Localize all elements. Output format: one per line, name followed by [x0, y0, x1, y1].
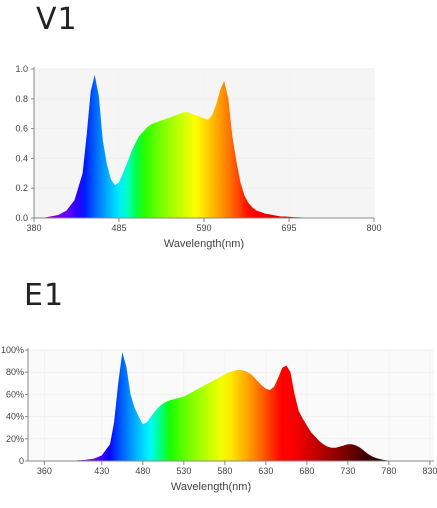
v1-x-tick-label: 695 — [281, 223, 296, 233]
e1-x-tick-label: 430 — [94, 466, 109, 476]
e1-x-tick-label: 830 — [422, 466, 437, 476]
e1-x-tick-label: 630 — [258, 466, 273, 476]
v1-x-axis-title: Wavelength(nm) — [164, 238, 244, 250]
v1-x-tick-label: 380 — [26, 223, 41, 233]
v1-y-tick-label: 0.2 — [15, 183, 28, 193]
v1-spectrum-chart: 0.0 0.2 0.4 0.6 0.8 1.0 380 485 590 695 800 Wavelen… — [15, 64, 381, 250]
e1-x-tick-label: 530 — [176, 466, 191, 476]
e1-y-tick-label: 40% — [6, 412, 24, 422]
e1-x-tick-label: 680 — [299, 466, 314, 476]
e1-x-tick-label: 730 — [340, 466, 355, 476]
v1-y-tick-label: 0.0 — [15, 213, 28, 223]
e1-y-tick-label: 0 — [19, 456, 24, 466]
v1-y-tick-label: 0.6 — [15, 124, 28, 134]
e1-y-tick-label: 80% — [6, 367, 24, 377]
e1-x-axis-title: Wavelength(nm) — [171, 481, 251, 493]
e1-y-tick-label: 100% — [1, 345, 24, 355]
e1-x-tick-label: 480 — [135, 466, 150, 476]
e1-spectrum-chart: 0 20% 40% 60% 80% 100% 360 430 480 530 580 630 680 73… — [1, 345, 437, 493]
v1-x-tick-label: 485 — [111, 223, 126, 233]
e1-y-tick-label: 20% — [6, 434, 24, 444]
v1-y-tick-label: 0.4 — [15, 153, 28, 163]
v1-y-tick-label: 0.8 — [15, 94, 28, 104]
e1-y-tick-label: 60% — [6, 389, 24, 399]
v1-x-tick-label: 800 — [366, 223, 381, 233]
e1-x-tick-label: 360 — [37, 466, 52, 476]
v1-chart-title: V1 — [36, 2, 78, 37]
e1-x-tick-label: 580 — [217, 466, 232, 476]
e1-chart-title: E1 — [24, 278, 65, 313]
v1-y-tick-label: 1.0 — [15, 64, 28, 74]
v1-chart-panel: V1 0.0 0.2 0.4 0.6 0.8 1.0 380 485 590 695 800 Wave… — [15, 2, 381, 250]
v1-spectrum-area — [42, 75, 342, 218]
v1-x-tick-label: 590 — [196, 223, 211, 233]
e1-spectrum-area — [60, 352, 406, 461]
e1-x-tick-label: 780 — [381, 466, 396, 476]
e1-chart-panel: E1 0 20% 40% 60% 80% 100% 360 430 480 530 580 630 68… — [0, 270, 437, 508]
